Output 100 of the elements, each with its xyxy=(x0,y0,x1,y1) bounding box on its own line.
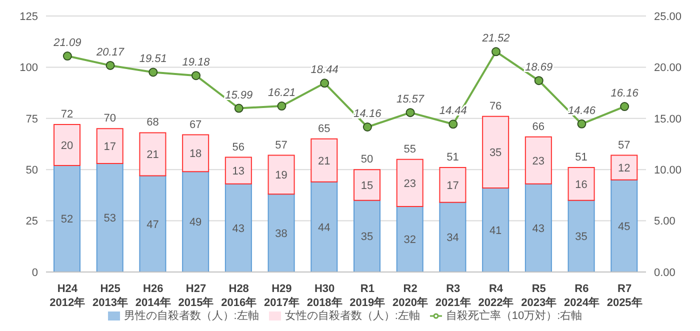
y2-tick-label: 15.00 xyxy=(654,113,682,126)
data-label: 47 xyxy=(146,218,159,231)
bar xyxy=(354,169,380,201)
data-label: 20.17 xyxy=(96,46,125,58)
y2-tick-label: 25.00 xyxy=(654,10,682,23)
total-label: 50 xyxy=(360,154,374,166)
data-label: 16 xyxy=(575,178,588,191)
y2-tick-label: 20.00 xyxy=(654,62,682,74)
point xyxy=(620,102,630,112)
y-tick-label: 100 xyxy=(20,62,38,74)
bar xyxy=(396,206,424,272)
total-label: 65 xyxy=(318,122,330,135)
total-label: 72 xyxy=(60,108,74,121)
bar xyxy=(568,200,595,272)
bar xyxy=(182,134,210,172)
total-label: 66 xyxy=(532,120,545,133)
point xyxy=(406,108,415,118)
x-tick-label: H30 2018年 xyxy=(306,283,342,309)
x-tick-label: R3 2021年 xyxy=(435,283,471,309)
data-label: 19 xyxy=(275,170,288,182)
bar xyxy=(96,128,124,164)
data-label: 21 xyxy=(146,149,159,162)
point xyxy=(362,122,372,132)
data-label: 35 xyxy=(489,147,502,160)
total-label: 51 xyxy=(575,152,588,164)
total-label: 57 xyxy=(618,139,630,152)
bar xyxy=(224,183,252,272)
x-tick-label: H25 2013年 xyxy=(92,283,128,309)
data-label: 17 xyxy=(446,180,459,192)
x-tick-label: H26 2014年 xyxy=(135,283,171,309)
bar xyxy=(482,188,510,272)
total-label: 70 xyxy=(104,112,116,125)
bar xyxy=(396,158,424,207)
x-tick-label: H27 2015年 xyxy=(178,283,214,309)
bar xyxy=(524,183,552,272)
point xyxy=(192,71,200,80)
data-label: 34 xyxy=(446,232,459,244)
data-label: 12 xyxy=(618,162,630,174)
point xyxy=(577,119,586,128)
point xyxy=(534,76,544,86)
bar xyxy=(268,194,295,272)
data-label: 15.99 xyxy=(225,89,253,102)
data-label: 16.21 xyxy=(268,87,296,100)
x-tick-label: H29 2017年 xyxy=(264,283,300,309)
data-label: 21.09 xyxy=(52,37,82,50)
data-label: 52 xyxy=(60,214,74,226)
bar xyxy=(439,202,466,272)
point xyxy=(492,47,500,56)
legend-label: 女性の自殺者数（人）:左軸 xyxy=(284,310,420,322)
legend-label: 自殺死亡率（10万対）:右軸 xyxy=(446,310,582,322)
point xyxy=(148,68,158,77)
legend-label: 男性の自殺者数（人）:左軸 xyxy=(124,310,259,322)
data-label: 16.16 xyxy=(610,88,640,100)
bar xyxy=(439,167,466,203)
x-tick-label: H24 2012年 xyxy=(50,283,86,309)
total-label: 51 xyxy=(446,152,459,164)
bar xyxy=(524,136,552,184)
bar xyxy=(96,162,124,272)
data-label: 38 xyxy=(275,228,288,240)
y2-tick-label: 5.00 xyxy=(654,216,676,228)
y-tick-label: 75 xyxy=(26,113,38,126)
bar xyxy=(354,200,380,272)
x-tick-label: R1 2019年 xyxy=(350,283,386,309)
data-label: 21.52 xyxy=(481,32,510,45)
x-tick-label: R2 2020年 xyxy=(392,283,428,309)
bar xyxy=(224,156,252,184)
bar xyxy=(482,116,510,189)
point xyxy=(448,120,458,129)
total-label: 55 xyxy=(404,143,416,156)
bar xyxy=(54,124,80,166)
bar xyxy=(182,171,210,272)
data-label: 23 xyxy=(404,178,416,190)
y2-tick-label: 0.00 xyxy=(654,266,676,279)
data-label: 49 xyxy=(189,216,202,229)
data-label: 13 xyxy=(232,166,245,178)
x-tick-label: R7 2025年 xyxy=(606,283,642,309)
x-tick-label: H28 2016年 xyxy=(221,283,257,309)
data-label: 41 xyxy=(489,224,502,237)
data-label: 43 xyxy=(232,222,245,235)
bar xyxy=(610,179,638,272)
point xyxy=(234,104,244,113)
data-label: 18.69 xyxy=(525,62,553,74)
data-label: 32 xyxy=(404,234,416,246)
bar xyxy=(139,132,166,176)
data-label: 20 xyxy=(60,140,74,152)
data-label: 45 xyxy=(618,220,630,233)
point xyxy=(277,102,286,111)
x-tick-label: R4 2022年 xyxy=(478,283,514,309)
total-label: 76 xyxy=(489,100,502,112)
total-label: 67 xyxy=(189,118,202,131)
data-label: 15 xyxy=(360,180,374,192)
data-label: 18 xyxy=(189,148,202,160)
data-label: 15.57 xyxy=(396,94,425,106)
bar xyxy=(568,167,595,201)
data-label: 21 xyxy=(318,155,330,168)
total-label: 57 xyxy=(275,139,288,152)
data-label: 18.44 xyxy=(310,64,338,76)
bar xyxy=(310,181,338,272)
y2-tick-label: 10.00 xyxy=(654,164,682,177)
y-tick-label: 25 xyxy=(26,216,38,228)
